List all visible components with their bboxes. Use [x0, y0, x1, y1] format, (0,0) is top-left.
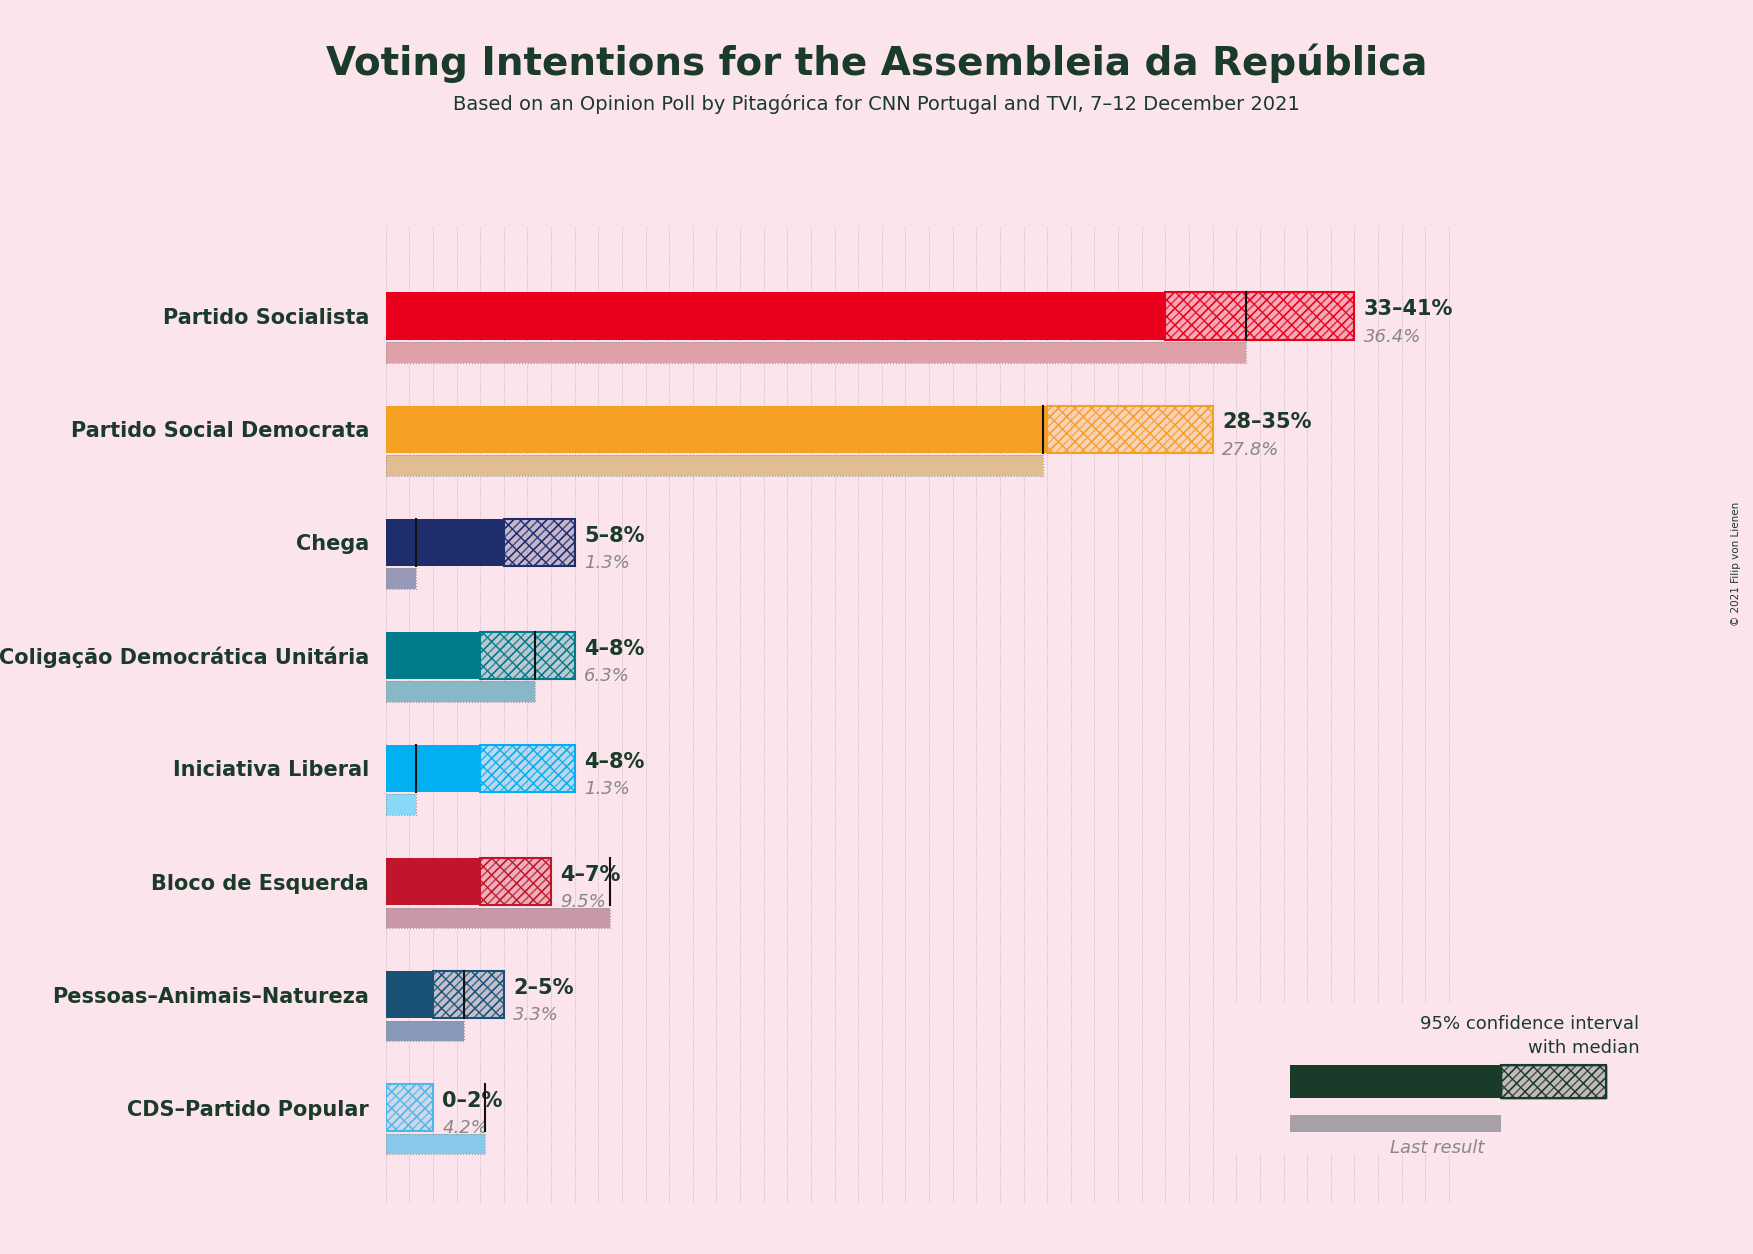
- Bar: [386, 455, 1043, 475]
- Bar: [1166, 292, 1355, 340]
- Text: 33–41%: 33–41%: [1364, 300, 1453, 320]
- Text: 1.3%: 1.3%: [584, 554, 629, 572]
- Bar: [386, 1021, 463, 1041]
- Bar: [386, 568, 417, 588]
- Text: 4–7%: 4–7%: [561, 865, 621, 885]
- Text: 2–5%: 2–5%: [514, 978, 573, 998]
- Text: 4.2%: 4.2%: [442, 1119, 489, 1137]
- Bar: [386, 858, 480, 905]
- Bar: [1166, 292, 1355, 340]
- Bar: [480, 745, 575, 793]
- Bar: [386, 519, 503, 566]
- Text: 28–35%: 28–35%: [1222, 413, 1311, 433]
- Bar: [386, 632, 480, 680]
- Bar: [503, 519, 575, 566]
- Bar: [386, 745, 480, 793]
- Bar: [503, 519, 575, 566]
- Bar: [386, 681, 535, 702]
- Text: 0–2%: 0–2%: [442, 1091, 503, 1111]
- Bar: [386, 795, 417, 815]
- Bar: [386, 1083, 433, 1131]
- Text: Based on an Opinion Poll by Pitagórica for CNN Portugal and TVI, 7–12 December 2: Based on an Opinion Poll by Pitagórica f…: [452, 94, 1301, 114]
- Bar: [386, 405, 1047, 453]
- Text: 95% confidence interval: 95% confidence interval: [1420, 1016, 1639, 1033]
- Bar: [433, 971, 503, 1018]
- Bar: [1501, 1065, 1606, 1099]
- Text: Last result: Last result: [1390, 1139, 1485, 1156]
- Bar: [480, 632, 575, 680]
- Bar: [503, 519, 575, 566]
- Bar: [480, 745, 575, 793]
- Bar: [1501, 1065, 1606, 1099]
- Text: 9.5%: 9.5%: [561, 893, 607, 910]
- Bar: [1047, 405, 1213, 453]
- Bar: [386, 971, 433, 1018]
- Bar: [1047, 405, 1213, 453]
- Bar: [480, 858, 550, 905]
- Bar: [1047, 405, 1213, 453]
- Bar: [386, 908, 610, 928]
- Text: 1.3%: 1.3%: [584, 780, 629, 798]
- Text: © 2021 Filip von Lienen: © 2021 Filip von Lienen: [1730, 502, 1741, 627]
- Text: 4–8%: 4–8%: [584, 638, 645, 658]
- Bar: [480, 632, 575, 680]
- Text: 3.3%: 3.3%: [514, 1006, 559, 1025]
- Bar: [433, 971, 503, 1018]
- Bar: [433, 971, 503, 1018]
- Bar: [1290, 1115, 1501, 1132]
- Text: 6.3%: 6.3%: [584, 667, 629, 685]
- Bar: [480, 858, 550, 905]
- Bar: [386, 292, 1166, 340]
- Bar: [1501, 1065, 1606, 1099]
- Bar: [480, 745, 575, 793]
- Text: 5–8%: 5–8%: [584, 525, 645, 545]
- Bar: [386, 342, 1246, 362]
- Text: Voting Intentions for the Assembleia da República: Voting Intentions for the Assembleia da …: [326, 44, 1427, 83]
- Text: 4–8%: 4–8%: [584, 751, 645, 771]
- Text: 27.8%: 27.8%: [1222, 440, 1280, 459]
- Bar: [386, 1083, 433, 1131]
- Bar: [480, 632, 575, 680]
- Bar: [386, 1083, 433, 1131]
- Bar: [1290, 1065, 1501, 1099]
- Bar: [480, 858, 550, 905]
- Text: with median: with median: [1529, 1040, 1639, 1057]
- Bar: [1166, 292, 1355, 340]
- Bar: [386, 1134, 486, 1154]
- Text: 36.4%: 36.4%: [1364, 327, 1422, 346]
